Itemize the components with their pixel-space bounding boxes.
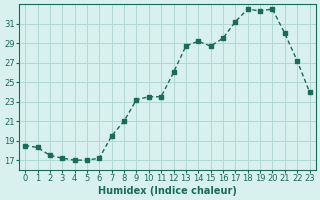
X-axis label: Humidex (Indice chaleur): Humidex (Indice chaleur) — [98, 186, 237, 196]
